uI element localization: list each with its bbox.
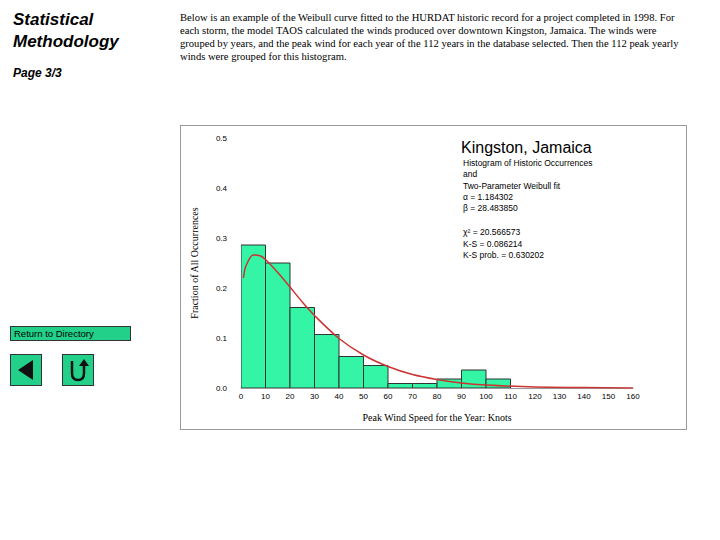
svg-text:Peak Wind Speed for the Year:: Peak Wind Speed for the Year: Knots: [362, 412, 511, 423]
svg-text:40: 40: [335, 392, 344, 401]
svg-text:0.4: 0.4: [216, 184, 228, 193]
html-text:Statistical Methodology: Statistical Methodology: [13, 10, 119, 51]
html-text:K-S prob. = 0.630202: K-S prob. = 0.630202: [463, 250, 544, 261]
svg-text:0.1: 0.1: [216, 334, 228, 343]
svg-text:0.5: 0.5: [216, 134, 228, 143]
svg-text:30: 30: [310, 392, 319, 401]
html-text:χ² = 20.566573: χ² = 20.566573: [463, 227, 521, 238]
svg-text:80: 80: [433, 392, 442, 401]
svg-text:60: 60: [384, 392, 393, 401]
html-text:Kingston, Jamaica: Kingston, Jamaica: [461, 139, 592, 156]
svg-text:140: 140: [577, 392, 591, 401]
html-text:Below is an example of the Wei: Below is an example of the Weibull curve…: [180, 12, 679, 62]
svg-text:0.2: 0.2: [216, 284, 228, 293]
svg-text:150: 150: [602, 392, 616, 401]
svg-text:0: 0: [239, 392, 244, 401]
html-text:Two-Parameter Weibull fit: Two-Parameter Weibull fit: [463, 180, 561, 191]
html-text:Histogram of Historic Occurren: Histogram of Historic Occurrences: [463, 158, 593, 168]
html-text:Return to Directory: Return to Directory: [14, 328, 94, 339]
svg-text:100: 100: [479, 392, 493, 401]
svg-text:0.0: 0.0: [216, 384, 228, 393]
svg-text:50: 50: [359, 392, 368, 401]
html-text:Page 3/3: Page 3/3: [13, 66, 62, 80]
svg-text:110: 110: [504, 392, 517, 401]
html-text:β = 28.483850: β = 28.483850: [463, 203, 518, 214]
svg-text:Fraction of All Occurrences: Fraction of All Occurrences: [189, 207, 200, 318]
svg-text:160: 160: [626, 392, 640, 401]
svg-text:130: 130: [553, 392, 567, 401]
html-text:α = 1.184302: α = 1.184302: [463, 191, 514, 202]
svg-text:70: 70: [408, 392, 417, 401]
svg-text:90: 90: [457, 392, 466, 401]
svg-text:20: 20: [286, 392, 295, 401]
svg-text:10: 10: [261, 392, 270, 401]
html-text:K-S = 0.086214: K-S = 0.086214: [463, 238, 523, 249]
svg-text:120: 120: [528, 392, 542, 401]
svg-text:0.3: 0.3: [216, 234, 228, 243]
html-text:and: and: [463, 169, 478, 180]
